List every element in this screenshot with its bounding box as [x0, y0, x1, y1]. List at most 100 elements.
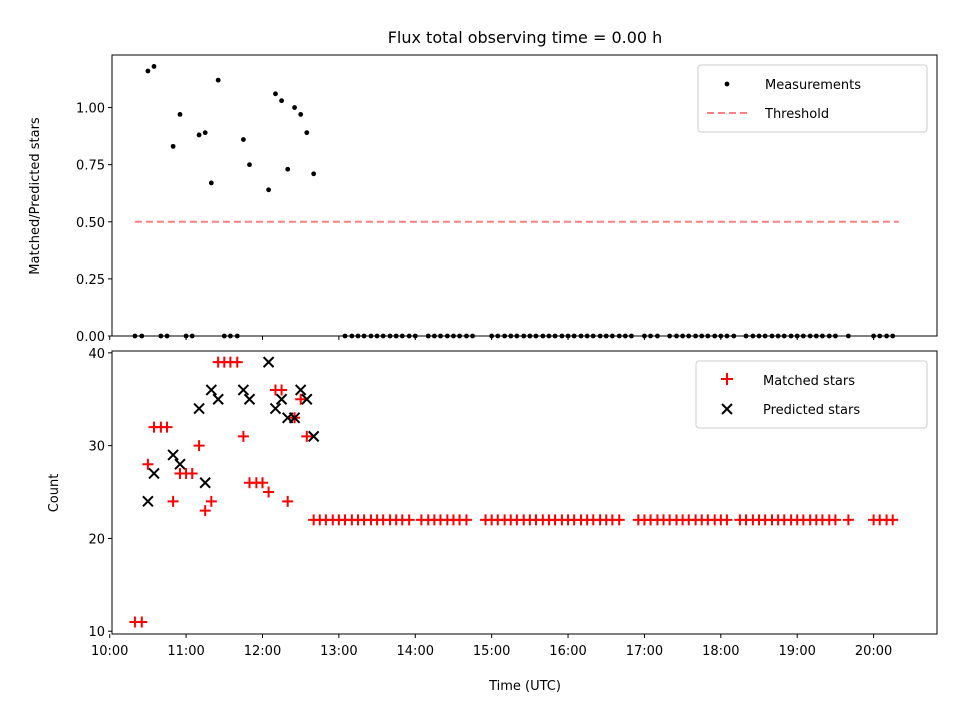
bottom-xtick-label-5: 15:00 — [473, 644, 510, 659]
bottom-xtick-label-0: 10:00 — [91, 644, 128, 659]
matched-star-point-51 — [460, 514, 472, 526]
measurement-point-3 — [177, 111, 183, 117]
matched-star-point-109 — [887, 514, 899, 526]
matched-star-point-105 — [842, 514, 854, 526]
bottom-y-ticks: 10 20 30 40 — [88, 347, 112, 640]
bottom-xtick-label-8: 18:00 — [702, 644, 739, 659]
top-y-ticks: 0.00 0.25 0.50 0.75 1.00 — [76, 102, 112, 345]
bottom-x-ticks: 10:00 11:00 12:00 13:00 14:00 15:00 16:00 17:00… — [91, 634, 892, 659]
predicted-star-point-10 — [262, 356, 275, 368]
predicted-star-point-6 — [205, 384, 218, 396]
bottom-ytick-label-2: 30 — [88, 440, 105, 455]
top-ytick-label-4: 1.00 — [76, 102, 105, 117]
predicted-star-point-11 — [269, 402, 282, 415]
bottom-xtick-label-9: 19:00 — [778, 644, 815, 659]
matched-star-point-20 — [256, 477, 268, 489]
bottom-legend-box — [695, 360, 928, 429]
measurement-point-14 — [292, 105, 297, 110]
matched-star-point-6 — [167, 495, 179, 507]
matched-star-point-11 — [199, 505, 211, 517]
legend-predicted-marker — [721, 403, 733, 415]
measurement-point-8 — [240, 137, 246, 142]
measurement-point-0 — [145, 68, 151, 74]
legend-measurements-marker — [724, 81, 730, 87]
matched-star-point-26 — [295, 393, 307, 405]
measurement-point-17 — [311, 171, 317, 177]
bottom-xtick-label-1: 11:00 — [167, 644, 204, 659]
matched-star-point-12 — [205, 495, 217, 507]
top-ytick-label-3: 0.75 — [76, 159, 105, 174]
measurement-point-11 — [273, 91, 278, 97]
top-legend-box — [697, 64, 928, 133]
bottom-xtick-label-4: 14:00 — [397, 644, 434, 659]
top-y-axis-label: Matched/Predicted stars — [28, 117, 43, 275]
figure-title: Flux total observing time = 0.00 h — [388, 28, 663, 47]
legend-measurements-label: Measurements — [765, 78, 861, 93]
matched-star-point-16 — [231, 356, 243, 368]
matched-star-point-24 — [282, 495, 294, 507]
matched-star-point-9 — [186, 467, 198, 479]
matched-star-point-2 — [142, 458, 154, 470]
measurement-point-5 — [202, 130, 208, 136]
top-x-ticks — [109, 336, 875, 340]
matched-star-point-88 — [721, 514, 733, 526]
bottom-axes-frame — [111, 350, 938, 635]
matched-star-point-10 — [193, 440, 205, 452]
measurement-point-7 — [215, 77, 221, 83]
matched-star-point-27 — [301, 430, 313, 442]
bottom-xtick-label-7: 17:00 — [626, 644, 663, 659]
matched-star-point-21 — [263, 486, 275, 498]
predicted-star-point-7 — [212, 393, 224, 405]
measurement-point-9 — [247, 162, 252, 168]
legend-matched-marker — [721, 373, 733, 385]
matched-star-point-104 — [829, 514, 841, 526]
bottom-xtick-label-10: 20:00 — [855, 644, 892, 659]
matched-star-point-5 — [161, 421, 173, 433]
bottom-plot-area — [129, 356, 899, 628]
predicted-star-point-8 — [237, 384, 250, 396]
measurement-point-16 — [304, 130, 310, 136]
predicted-star-point-5 — [199, 477, 211, 489]
matched-star-point-1 — [136, 616, 148, 628]
measurement-point-2 — [170, 143, 176, 149]
predicted-star-point-14 — [288, 412, 301, 424]
measurement-point-10 — [266, 187, 271, 193]
bottom-ytick-label-3: 40 — [88, 347, 105, 362]
bottom-ytick-label-1: 20 — [88, 532, 105, 547]
predicted-star-point-2 — [167, 449, 179, 461]
matched-star-point-17 — [237, 430, 249, 442]
predicted-star-point-16 — [301, 393, 313, 405]
bottom-xtick-label-6: 16:00 — [549, 644, 586, 659]
predicted-star-point-4 — [193, 402, 205, 415]
measurement-point-13 — [285, 166, 291, 172]
predicted-star-point-17 — [307, 430, 320, 443]
predicted-star-point-3 — [174, 458, 186, 470]
top-ytick-label-0: 0.00 — [76, 330, 105, 345]
bottom-xtick-label-3: 13:00 — [320, 644, 357, 659]
predicted-star-point-15 — [294, 384, 307, 396]
predicted-star-point-9 — [243, 393, 256, 405]
matched-star-point-73 — [613, 514, 625, 526]
top-panel: 0.00 0.25 0.50 0.75 1.00 Matched/Predicted s… — [28, 54, 938, 345]
matched-star-point-43 — [403, 514, 415, 526]
bottom-ytick-label-0: 10 — [88, 625, 105, 640]
legend-predicted-label: Predicted stars — [763, 403, 860, 418]
measurement-point-1 — [151, 64, 157, 69]
bottom-xtick-label-2: 12:00 — [244, 644, 281, 659]
top-legend: Measurements Threshold — [697, 64, 928, 133]
bottom-y-axis-label: Count — [47, 474, 62, 513]
predicted-star-point-1 — [148, 467, 160, 480]
predicted-star-point-0 — [142, 495, 154, 508]
bottom-legend: Matched stars Predicted stars — [695, 360, 928, 429]
top-ytick-label-1: 0.25 — [76, 273, 105, 288]
predicted-star-point-12 — [275, 393, 288, 405]
measurement-point-6 — [208, 180, 214, 186]
measurement-point-15 — [298, 111, 304, 117]
measurement-point-4 — [196, 132, 202, 138]
legend-threshold-label: Threshold — [764, 107, 829, 122]
top-axes-frame — [111, 54, 938, 337]
top-ytick-label-2: 0.50 — [76, 216, 105, 231]
measurement-point-12 — [279, 98, 284, 104]
